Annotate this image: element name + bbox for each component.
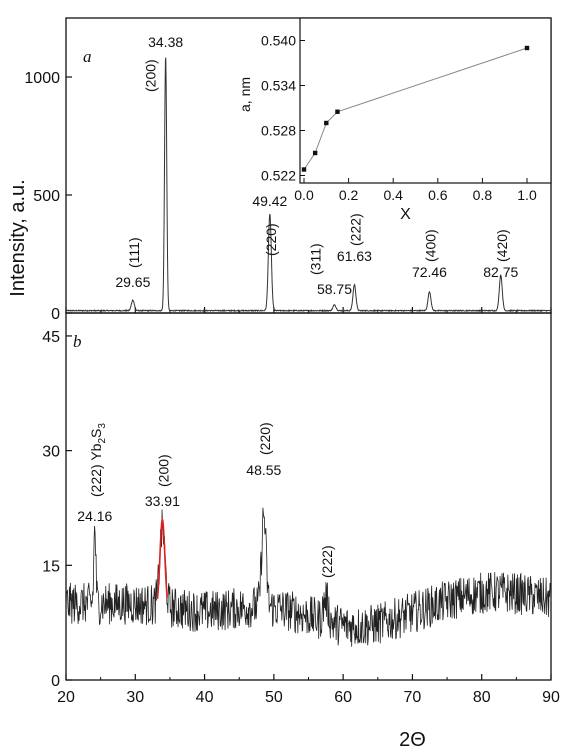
peak-hkl-b: (222) Yb2S3: [88, 423, 108, 497]
inset-x-tick-label: 0.6: [428, 187, 448, 203]
x-tick-label: 70: [404, 689, 422, 706]
peak-label-b: 24.16: [77, 508, 112, 524]
panel-label-b: b: [73, 332, 82, 351]
inset-point: [335, 109, 340, 114]
y-tick-label-b: 45: [42, 329, 60, 346]
inset-x-tick-label: 0.2: [339, 187, 359, 203]
peak-label-a: 82.75: [483, 264, 518, 280]
x-tick-label: 30: [126, 689, 144, 706]
peak-hkl-a: (200): [143, 59, 159, 92]
x-tick-label: 90: [542, 689, 560, 706]
inset-x-tick-label: 0.0: [294, 187, 314, 203]
fit-200-line: [156, 517, 168, 600]
panel-label-a: a: [83, 47, 92, 66]
inset-y-tick-label: 0.528: [261, 123, 296, 139]
inset-point: [301, 167, 307, 172]
y-tick-label-a: 500: [33, 188, 60, 205]
inset-frame: [299, 17, 552, 184]
x-tick-label: 60: [334, 689, 352, 706]
peak-label-a: 34.38: [148, 34, 183, 50]
inset-x-tick-label: 0.8: [473, 187, 493, 203]
series-b-line: [65, 507, 552, 647]
peak-label-a: 72.46: [412, 264, 447, 280]
peak-label-a: 29.65: [115, 274, 150, 290]
inset-x-axis-title: X: [400, 206, 411, 223]
peak-hkl-a: (400): [422, 229, 438, 262]
peak-label-b: 33.91: [145, 493, 180, 509]
y-tick-label-b: 15: [42, 558, 60, 575]
x-tick-label: 80: [473, 689, 491, 706]
inset-y-tick-label: 0.534: [261, 78, 296, 94]
peak-hkl-b: (222): [319, 545, 335, 578]
inset-point: [524, 45, 530, 51]
peak-label-a: 58.75: [317, 281, 352, 297]
y-tick-label-a: 1000: [24, 70, 60, 87]
inset-point: [324, 120, 329, 126]
peak-hkl-b: (200): [155, 454, 171, 487]
peak-label-b: 48.55: [246, 462, 281, 478]
peak-hkl-a: (220): [263, 223, 279, 256]
inset-x-tick-label: 0.4: [383, 187, 403, 203]
peak-label-a: 49.42: [252, 193, 287, 209]
inset-point: [312, 150, 318, 156]
x-tick-label: 50: [265, 689, 283, 706]
y-axis-title: Intensity, a.u.: [7, 179, 29, 296]
peak-hkl-a: (111): [126, 237, 142, 268]
peak-hkl-a: (222): [347, 213, 363, 246]
peak-hkl-a: (311): [307, 243, 323, 275]
inset-x-tick-label: 1.0: [517, 187, 537, 203]
inset-y-tick-label: 0.522: [261, 168, 296, 184]
inset-y-tick-label: 0.540: [261, 33, 296, 49]
inset-y-axis-title: a, nm: [237, 77, 253, 112]
y-tick-label-b: 30: [42, 444, 60, 461]
series-a-line: [65, 57, 552, 313]
peak-label-a: 61.63: [337, 248, 372, 264]
x-axis-title: 2Θ: [399, 729, 426, 751]
peak-hkl-a: (420): [494, 229, 510, 262]
y-tick-label-a: 0: [51, 306, 60, 323]
y-tick-label-b: 0: [51, 673, 60, 690]
peak-hkl-b: (220): [257, 422, 273, 455]
x-tick-label: 20: [57, 689, 75, 706]
x-tick-label: 40: [196, 689, 214, 706]
